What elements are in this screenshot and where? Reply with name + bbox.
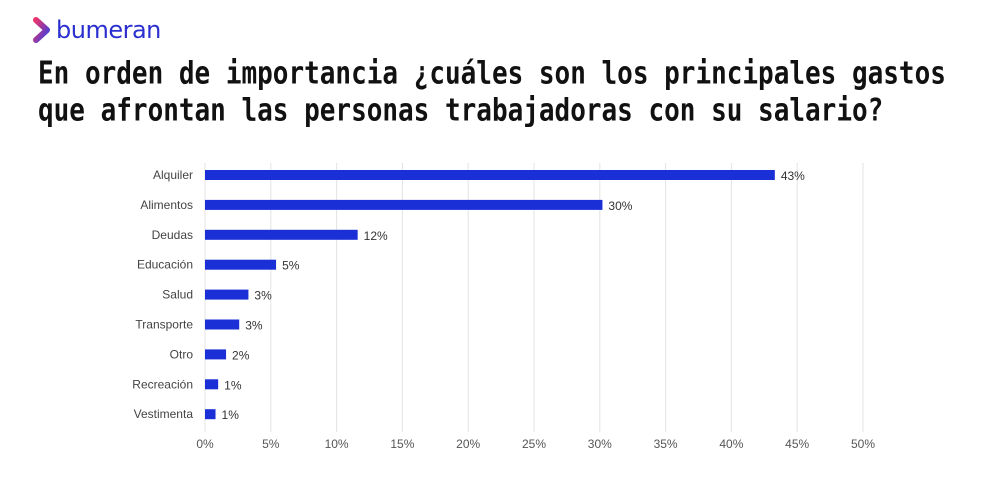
data-label: 5% xyxy=(282,259,300,273)
category-label: Alimentos xyxy=(140,198,193,212)
data-label: 30% xyxy=(608,199,632,213)
x-tick-label: 50% xyxy=(851,437,875,451)
x-tick-label: 20% xyxy=(456,437,480,451)
bumeran-mark-icon xyxy=(33,17,50,43)
category-label: Transporte xyxy=(135,318,193,332)
brand-logo: bumeran xyxy=(32,16,161,44)
category-label: Recreación xyxy=(132,377,193,391)
x-tick-label: 0% xyxy=(196,437,214,451)
category-label: Deudas xyxy=(152,228,193,242)
x-tick-label: 10% xyxy=(325,437,349,451)
x-tick-label: 45% xyxy=(785,437,809,451)
bar-recreación xyxy=(205,379,219,390)
data-label: 1% xyxy=(224,378,242,392)
x-tick-label: 35% xyxy=(654,437,678,451)
x-tick-label: 40% xyxy=(719,437,743,451)
x-tick-label: 25% xyxy=(522,437,546,451)
bar-salud xyxy=(205,289,249,300)
bar-alimentos xyxy=(205,199,603,210)
x-tick-label: 5% xyxy=(262,437,280,451)
category-label: Salud xyxy=(162,288,193,302)
page-title-line-1: En orden de importancia ¿cuáles son los … xyxy=(38,56,946,92)
data-label: 12% xyxy=(364,229,388,243)
bar-deudas xyxy=(205,229,358,240)
page-title-line-2: que afrontan las personas trabajadoras c… xyxy=(38,93,884,129)
category-label: Alquiler xyxy=(153,168,193,182)
category-label: Vestimenta xyxy=(134,407,194,421)
brand-name: bumeran xyxy=(56,16,161,44)
data-label: 43% xyxy=(781,169,805,183)
bar-educación xyxy=(205,259,277,270)
bar-vestimenta xyxy=(205,409,216,420)
bar-transporte xyxy=(205,319,240,330)
data-label: 2% xyxy=(232,348,250,362)
bar-otro xyxy=(205,349,227,360)
bar-alquiler xyxy=(205,170,775,180)
category-label: Otro xyxy=(170,347,194,361)
data-label: 3% xyxy=(245,319,263,333)
x-tick-label: 15% xyxy=(390,437,414,451)
x-tick-label: 30% xyxy=(588,437,612,451)
data-label: 1% xyxy=(222,408,240,422)
category-label: Educación xyxy=(137,258,193,272)
data-label: 3% xyxy=(254,289,272,303)
